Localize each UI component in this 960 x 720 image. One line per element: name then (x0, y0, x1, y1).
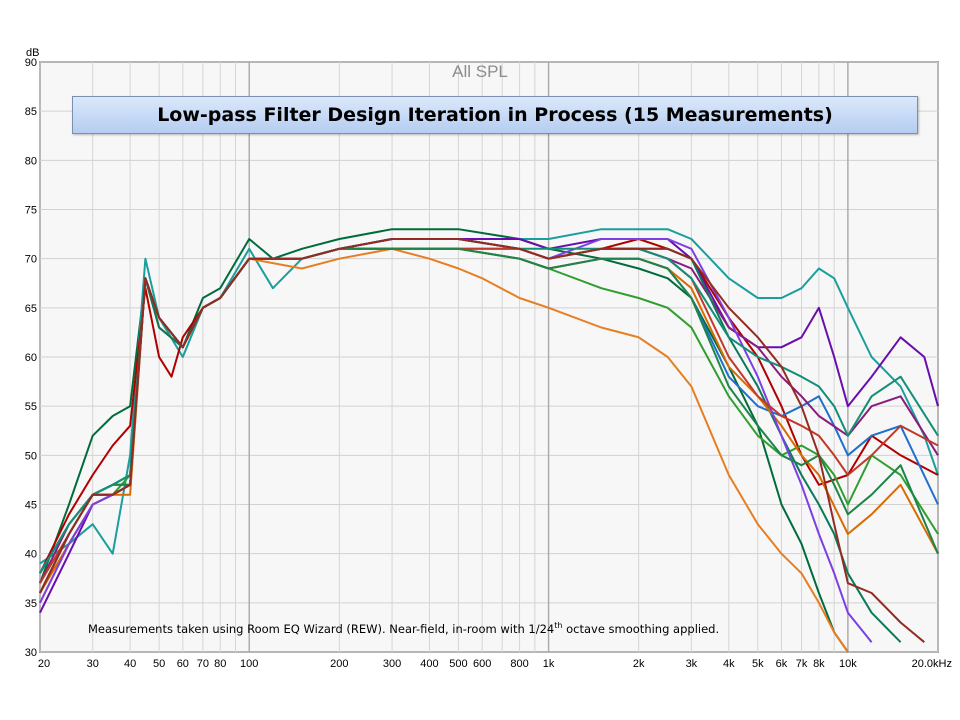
y-tick-label: 40 (25, 549, 37, 561)
note-prefix: Measurements taken using Room EQ Wizard … (88, 621, 555, 636)
series-line (39, 238, 925, 643)
x-tick-label: 500 (449, 658, 467, 670)
x-tick-label: 200 (330, 658, 348, 670)
x-tick-label: 60 (177, 658, 189, 670)
x-tick-label: 80 (214, 658, 226, 670)
x-tick-label: 30 (87, 658, 99, 670)
x-tick-label: 4k (723, 658, 735, 670)
y-axis-unit-label: dB (26, 47, 39, 59)
x-tick-label: 5k (752, 658, 764, 670)
y-tick-label: 55 (25, 401, 37, 413)
y-tick-label: 80 (25, 155, 37, 167)
x-tick-label: 50 (153, 658, 165, 670)
y-tick-label: 75 (25, 205, 37, 217)
x-tick-label: 800 (510, 658, 528, 670)
x-tick-label: 8k (813, 658, 825, 670)
x-tick-label: 3k (686, 658, 698, 670)
y-tick-label: 30 (25, 647, 37, 659)
x-tick-label: 10k (839, 658, 857, 670)
y-tick-label: 50 (25, 450, 37, 462)
x-tick-label: 70 (197, 658, 209, 670)
x-tick-label: 1k (543, 658, 555, 670)
x-tick-label: 300 (383, 658, 401, 670)
banner-title: Low-pass Filter Design Iteration in Proc… (72, 96, 918, 134)
x-tick-label: 40 (124, 658, 136, 670)
x-tick-label: 20.0kHz (912, 658, 952, 670)
y-tick-labels: 30 35 40 45 50 55 60 65 70 75 80 85 90 (25, 57, 37, 659)
y-tick-label: 60 (25, 352, 37, 364)
y-tick-label: 35 (25, 598, 37, 610)
y-tick-label: 70 (25, 254, 37, 266)
note-superscript: th (554, 621, 563, 630)
x-tick-labels: 20 30 40 50 60 70 80 100 200 300 400 500 600 800 1k 2k 3… (38, 658, 952, 670)
x-tick-label: 6k (776, 658, 788, 670)
y-tick-label: 65 (25, 303, 37, 315)
x-tick-label: 400 (420, 658, 438, 670)
x-tick-label: 100 (240, 658, 258, 670)
y-tick-label: 45 (25, 500, 37, 512)
x-tick-label: 7k (796, 658, 808, 670)
chart-title: All SPL (452, 62, 508, 81)
note-suffix: octave smoothing applied. (562, 621, 720, 636)
series-lines (39, 228, 939, 653)
measurement-note: Measurements taken using Room EQ Wizard … (88, 621, 719, 636)
x-tick-label: 20 (38, 658, 50, 670)
x-tick-label: 600 (473, 658, 491, 670)
x-tick-label: 2k (633, 658, 645, 670)
y-tick-label: 90 (25, 57, 37, 69)
y-tick-label: 85 (25, 106, 37, 118)
